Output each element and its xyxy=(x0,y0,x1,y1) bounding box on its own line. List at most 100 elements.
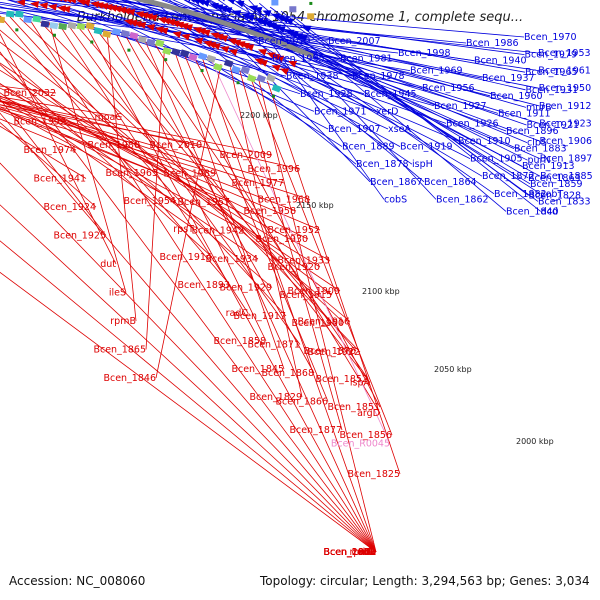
forward-gene-arrow[interactable] xyxy=(232,10,242,17)
reverse-gene-label[interactable]: adk xyxy=(359,547,377,558)
forward-gene-label[interactable]: Bcen_1862 xyxy=(436,194,489,205)
feature-block[interactable] xyxy=(231,65,241,74)
reverse-gene-arrow[interactable] xyxy=(108,4,118,12)
feature-block[interactable] xyxy=(23,16,33,24)
forward-gene-label[interactable]: Bcen_2007 xyxy=(328,36,381,47)
reverse-gene-arrow[interactable] xyxy=(240,42,250,50)
forward-gene-label[interactable]: Bcen_1878 xyxy=(356,159,409,170)
reverse-gene-arrow[interactable] xyxy=(146,24,156,31)
reverse-gene-label[interactable]: Bcen_1968 xyxy=(257,195,310,206)
feature-block[interactable] xyxy=(171,48,181,56)
forward-gene-label[interactable]: Bcen_1883 xyxy=(514,144,567,155)
forward-gene-arrow[interactable] xyxy=(275,15,285,22)
reverse-gene-label[interactable]: Bcen_1947 xyxy=(323,547,376,558)
forward-gene-label[interactable]: dcd xyxy=(541,206,558,217)
forward-gene-label[interactable]: Bcen_1969 xyxy=(410,66,463,77)
feature-block[interactable] xyxy=(85,22,95,30)
reverse-gene-label[interactable]: Bcen_2010 xyxy=(149,140,202,151)
reverse-gene-label[interactable]: Bcen_1963 xyxy=(105,168,158,179)
feature-block[interactable] xyxy=(137,35,147,44)
reverse-gene-arrow[interactable] xyxy=(232,39,242,47)
forward-gene-label[interactable]: Bcen_1833 xyxy=(538,196,591,207)
forward-gene-label[interactable]: Bcen_1940 xyxy=(474,56,527,67)
forward-gene-label[interactable]: Bcen_1931 xyxy=(526,85,579,96)
forward-gene-label[interactable]: Bcen_1938 xyxy=(286,71,339,82)
forward-gene-label[interactable]: Bcen_1911 xyxy=(498,108,551,119)
reverse-gene-label[interactable]: Bcen_1871 xyxy=(247,340,300,351)
reverse-gene-label[interactable]: Bcen_1909 xyxy=(287,286,340,297)
forward-gene-label[interactable]: Bcen_1867 xyxy=(370,177,423,188)
reverse-gene-arrow[interactable] xyxy=(154,26,164,34)
reverse-gene-label[interactable]: Bcen_2009 xyxy=(219,150,272,161)
reverse-gene-label[interactable]: rpsT xyxy=(173,224,194,235)
reverse-gene-label[interactable]: Bcen_1933 xyxy=(277,256,330,267)
reverse-gene-arrow[interactable] xyxy=(279,68,290,76)
reverse-gene-arrow[interactable] xyxy=(192,26,202,34)
forward-gene-arrow[interactable] xyxy=(267,22,277,30)
forward-gene-label[interactable]: Bcen_1960 xyxy=(490,91,543,102)
forward-gene-arrow[interactable] xyxy=(218,5,228,13)
forward-gene-label[interactable]: Bcen_1882 xyxy=(494,189,547,200)
reverse-gene-label[interactable]: Bcen_1858 xyxy=(213,336,266,347)
feature-block[interactable] xyxy=(58,22,68,31)
feature-block[interactable] xyxy=(49,22,59,30)
forward-gene-arrow[interactable] xyxy=(289,31,299,38)
reverse-gene-arrow[interactable] xyxy=(194,37,204,45)
reverse-gene-label[interactable]: moaC xyxy=(94,112,122,123)
forward-gene-arrow[interactable] xyxy=(272,24,282,32)
reverse-gene-arrow[interactable] xyxy=(197,28,207,35)
feature-block[interactable] xyxy=(180,49,190,58)
reverse-gene-arrow[interactable] xyxy=(135,11,145,18)
forward-gene-label[interactable]: Bcen_1828 xyxy=(529,190,582,201)
reverse-gene-arrow[interactable] xyxy=(179,23,189,30)
forward-gene-label[interactable]: Bcen_1995 xyxy=(272,54,325,65)
reverse-gene-arrow[interactable] xyxy=(63,0,72,4)
reverse-gene-arrow[interactable] xyxy=(245,44,255,51)
reverse-gene-arrow[interactable] xyxy=(172,31,182,39)
reverse-gene-arrow[interactable] xyxy=(183,24,193,32)
reverse-gene-arrow[interactable] xyxy=(236,41,246,48)
forward-gene-arrow[interactable] xyxy=(298,35,308,42)
feature-block[interactable] xyxy=(206,54,216,63)
reverse-gene-arrow[interactable] xyxy=(211,43,221,51)
reverse-gene-label[interactable]: lspA xyxy=(350,378,371,389)
feature-block[interactable] xyxy=(40,20,50,28)
reverse-gene-label[interactable]: Bcen_1866 xyxy=(275,397,328,408)
feature-block[interactable] xyxy=(155,39,165,48)
forward-gene-label[interactable]: Bcen_1926 xyxy=(446,118,499,129)
feature-block[interactable] xyxy=(76,22,86,31)
reverse-gene-label[interactable]: Bcen_2002 xyxy=(323,547,376,558)
reverse-gene-arrow[interactable] xyxy=(266,52,276,59)
forward-gene-arrow[interactable] xyxy=(200,0,210,7)
forward-gene-label[interactable]: Bcen_1913 xyxy=(522,161,575,172)
reverse-gene-arrow[interactable] xyxy=(81,0,91,7)
reverse-gene-arrow[interactable] xyxy=(144,13,154,21)
forward-gene-label[interactable]: Bcen_1897 xyxy=(540,154,593,165)
feature-block[interactable] xyxy=(67,21,77,30)
reverse-gene-label[interactable]: Bcen_1881 xyxy=(323,547,376,558)
forward-gene-arrow[interactable] xyxy=(245,14,255,22)
forward-gene-label[interactable]: Bcen_1961 xyxy=(538,66,591,77)
reverse-gene-arrow[interactable] xyxy=(175,21,185,29)
reverse-gene-label[interactable]: Bcen_1893 xyxy=(177,280,230,291)
reverse-gene-arrow[interactable] xyxy=(202,40,212,48)
reverse-gene-arrow[interactable] xyxy=(257,49,268,56)
forward-gene-arrow[interactable] xyxy=(284,18,294,26)
reverse-gene-arrow[interactable] xyxy=(59,0,68,3)
reverse-gene-arrow[interactable] xyxy=(201,29,211,37)
forward-gene-label[interactable]: Bcen_1965 xyxy=(525,67,578,78)
feature-block[interactable] xyxy=(162,47,172,55)
feature-block[interactable] xyxy=(256,74,266,83)
reverse-gene-arrow[interactable] xyxy=(48,3,57,11)
reverse-gene-arrow[interactable] xyxy=(275,55,285,63)
forward-gene-label[interactable]: Bcen_1912 xyxy=(539,101,592,112)
reverse-gene-label[interactable]: Bcen_1917 xyxy=(233,311,286,322)
reverse-gene-label[interactable]: Bcen_1952 xyxy=(267,225,320,236)
reverse-gene-arrow[interactable] xyxy=(68,0,77,4)
forward-gene-label[interactable]: Bcen_1905 xyxy=(470,154,523,165)
forward-gene-arrow[interactable] xyxy=(235,0,245,8)
forward-gene-label[interactable]: murB xyxy=(526,102,552,113)
reverse-gene-label[interactable]: Bcen_1852 xyxy=(315,374,368,385)
forward-gene-arrow[interactable] xyxy=(187,0,196,3)
